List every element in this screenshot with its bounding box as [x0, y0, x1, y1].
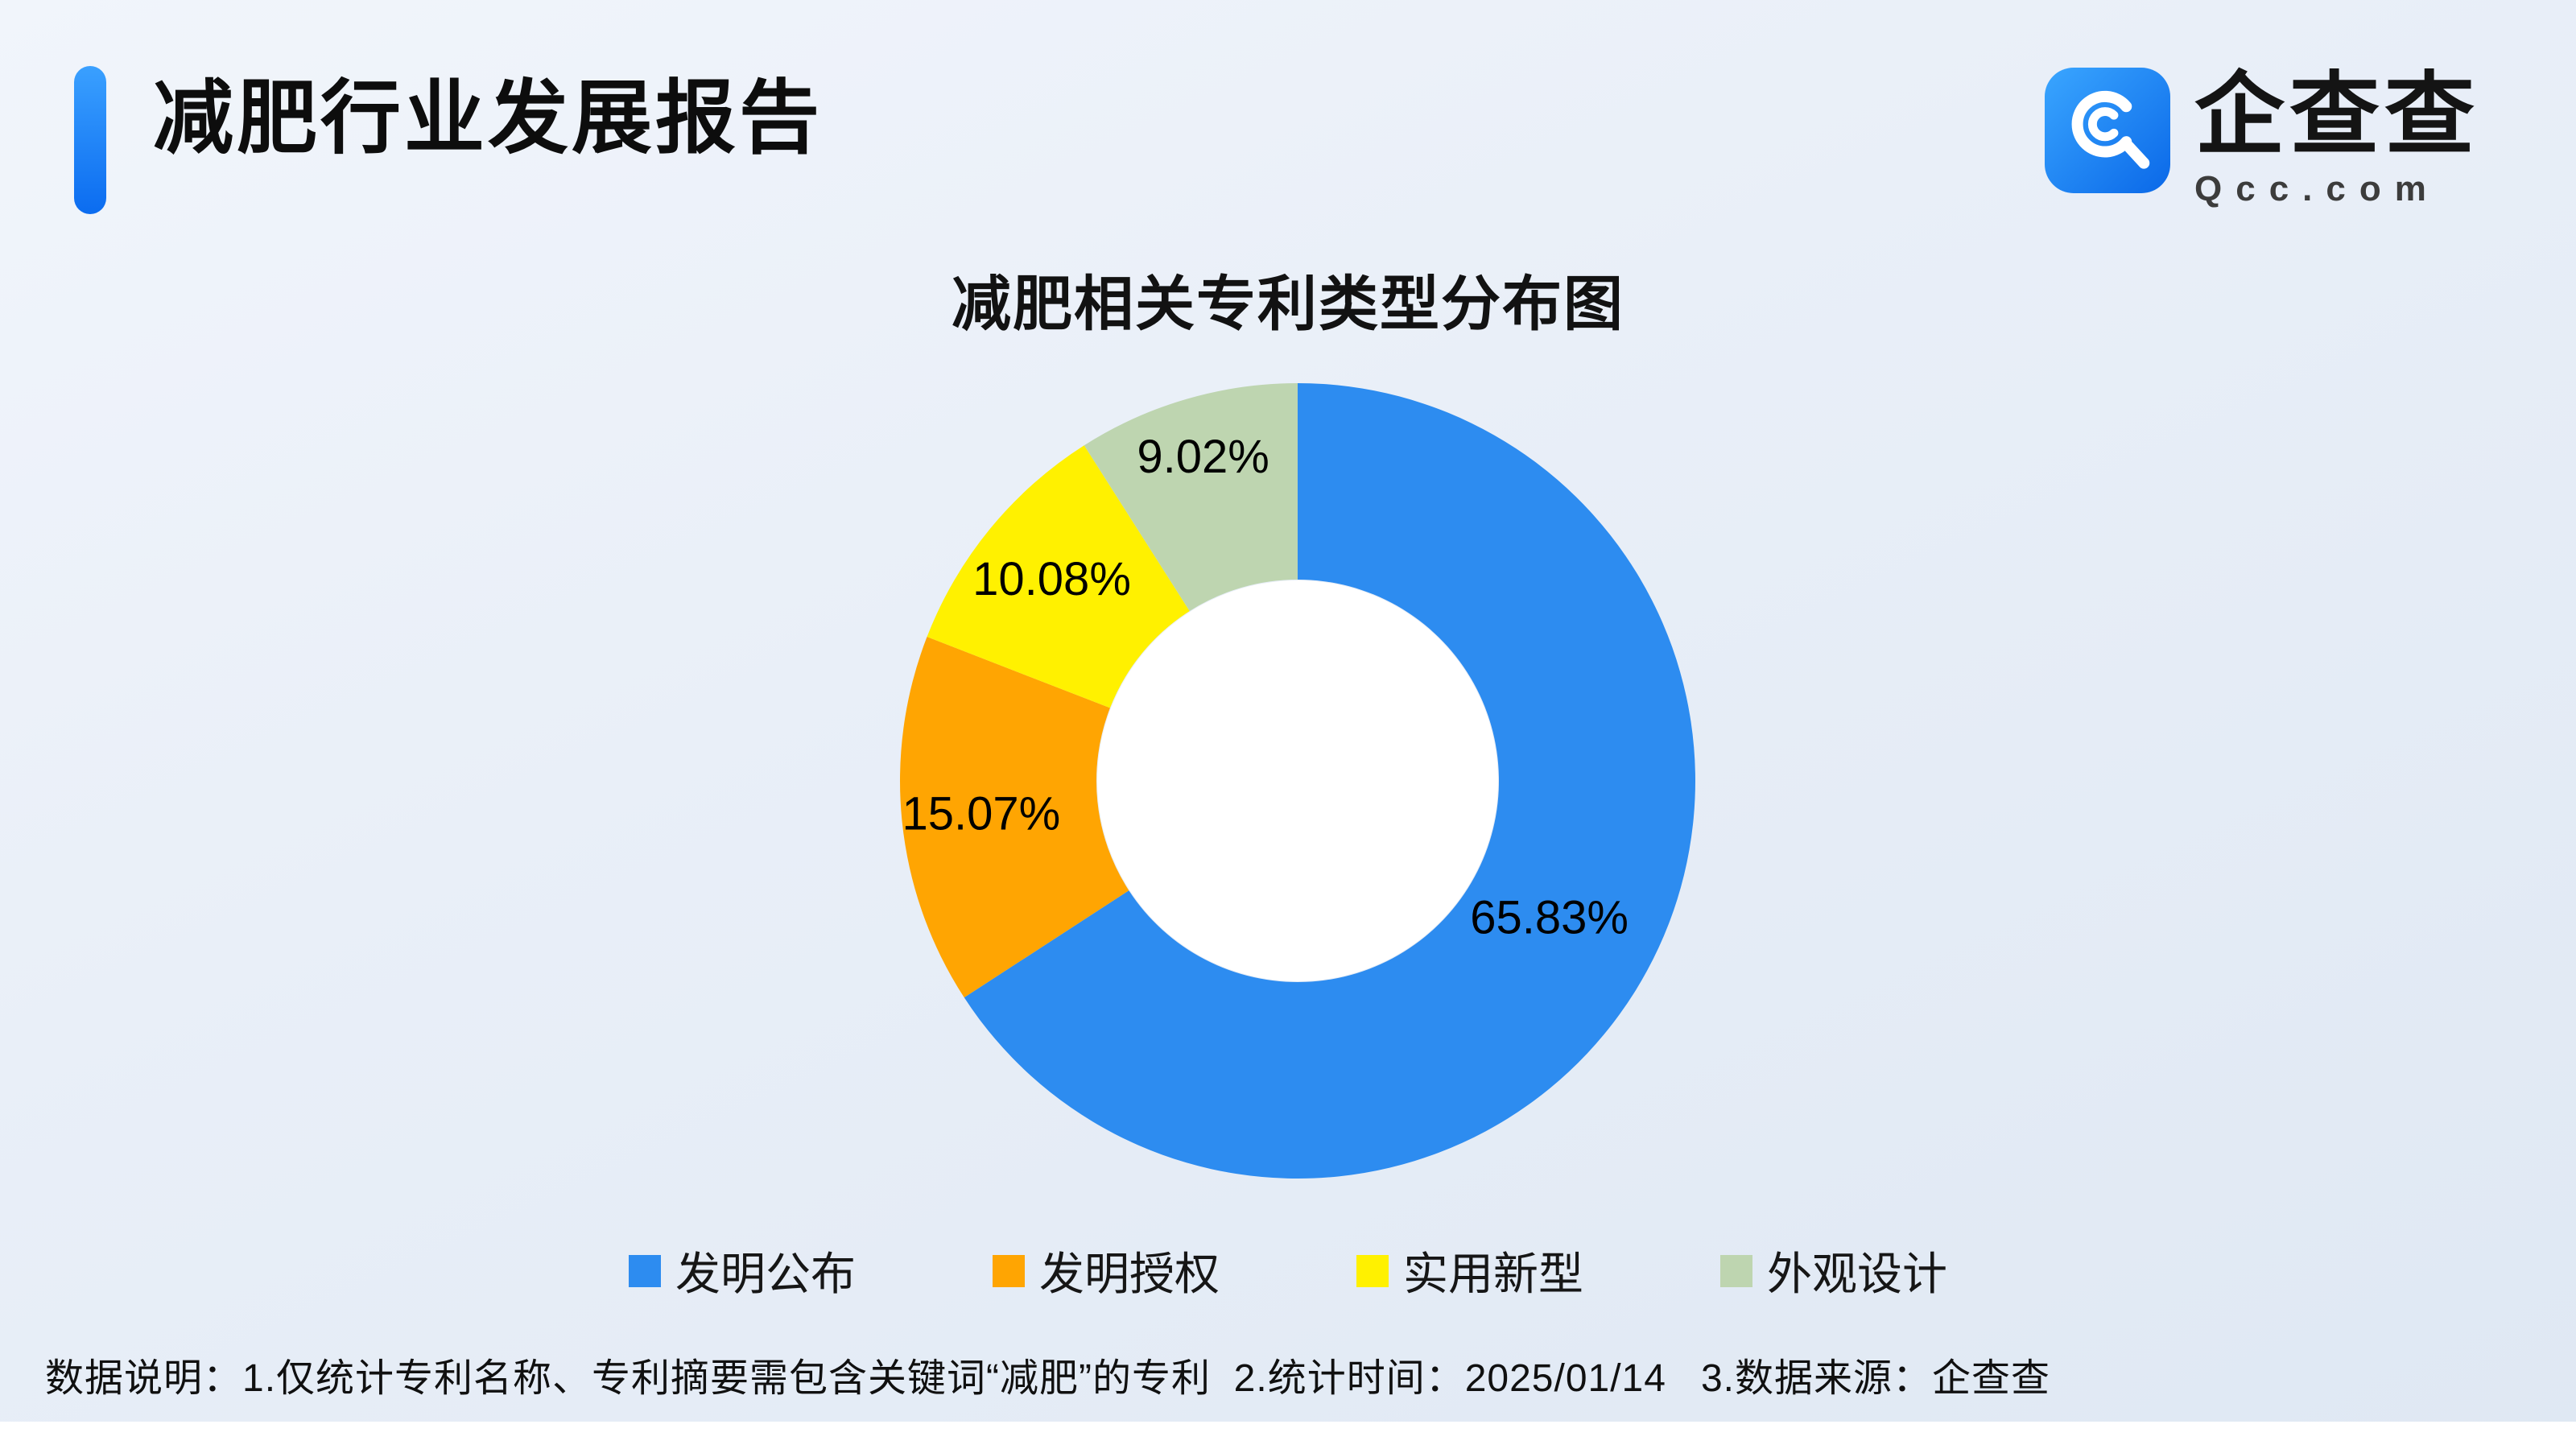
donut-segment-4[interactable] [1084, 383, 1298, 612]
brand-domain: Qcc.com [2194, 168, 2440, 208]
report-title: 减肥行业发展报告 [153, 73, 823, 163]
legend-swatch-blue [629, 1254, 661, 1287]
brand-text: 企查查 Qcc.com [2194, 68, 2479, 209]
slice-value-label: 65.83% [1470, 892, 1629, 944]
donut-hole [1097, 580, 1498, 981]
legend-label: 发明公布 [675, 1249, 856, 1299]
brand-name: 企查查 [2194, 64, 2479, 165]
slice-value-label: 10.08% [972, 553, 1131, 605]
legend-item-invention-grant[interactable]: 发明授权 [993, 1238, 1220, 1303]
donut-segment-1[interactable] [964, 383, 1695, 1179]
legend-swatch-yellow [1356, 1254, 1389, 1287]
bottom-strip [0, 1422, 2576, 1449]
legend-swatch-orange [993, 1254, 1025, 1287]
legend-label: 实用新型 [1403, 1249, 1583, 1299]
legend-label: 外观设计 [1767, 1249, 1947, 1299]
slice-value-label: 15.07% [902, 788, 1061, 840]
slice-value-label: 9.02% [1137, 431, 1269, 483]
legend-item-design[interactable]: 外观设计 [1720, 1238, 1947, 1303]
chart-legend: 发明公布 发明授权 实用新型 外观设计 [0, 1238, 2576, 1303]
donut-segment-2[interactable] [900, 637, 1129, 998]
donut-segment-3[interactable] [927, 445, 1190, 708]
title-accent-bar [74, 66, 106, 214]
legend-label: 发明授权 [1039, 1249, 1220, 1299]
legend-item-invention-publication[interactable]: 发明公布 [629, 1238, 856, 1303]
legend-item-utility-model[interactable]: 实用新型 [1356, 1238, 1583, 1303]
legend-swatch-green [1720, 1254, 1752, 1287]
donut-chart: 65.83% 15.07% 10.08% 9.02% [900, 383, 1695, 1179]
chart-title: 减肥相关专利类型分布图 [952, 270, 1624, 337]
qcc-logo-icon [2045, 68, 2170, 193]
brand-logo-group: 企查查 Qcc.com [2045, 68, 2479, 209]
data-note: 数据说明：1.仅统计专利名称、专利摘要需包含关键词“减肥”的专利 2.统计时间：… [45, 1357, 2050, 1400]
